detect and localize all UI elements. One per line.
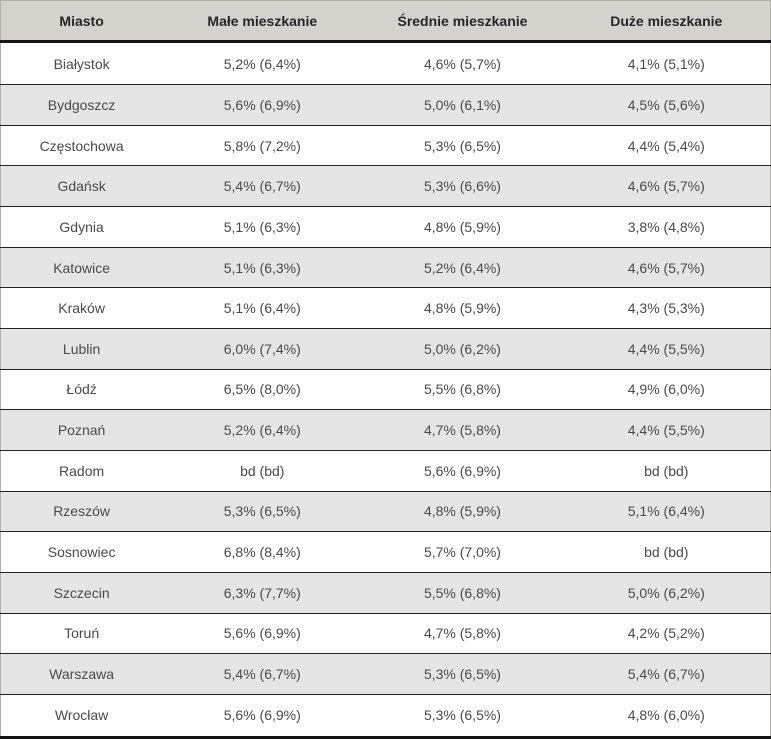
small-apartment-rate-cell: 6,3% (7,7%) [162,572,363,614]
table-row: Warszawa 5,4% (6,7%) 5,3% (6,5%) 5,4% (6,7%… [0,653,771,695]
medium-apartment-rate-cell: 5,5% (6,8%) [362,572,563,614]
small-apartment-rate-cell: 6,0% (7,4%) [162,328,363,370]
small-apartment-rate-cell: 5,1% (6,3%) [162,206,363,248]
small-apartment-rate-cell: 6,5% (8,0%) [162,369,363,411]
medium-apartment-rate-cell: 4,7% (5,8%) [362,613,563,655]
medium-apartment-rate-cell: 5,0% (6,2%) [362,328,563,370]
large-apartment-rate-cell: bd (bd) [562,450,771,492]
small-apartment-rate-cell: 5,2% (6,4%) [162,41,363,86]
small-apartment-rate-cell: 5,2% (6,4%) [162,409,363,451]
small-apartment-rate-cell: 6,8% (8,4%) [162,531,363,573]
medium-apartment-rate-cell: 5,2% (6,4%) [362,247,563,289]
city-cell: Bydgoszcz [0,84,163,126]
medium-apartment-rate-cell: 5,5% (6,8%) [362,369,563,411]
table-row: Poznań 5,2% (6,4%) 4,7% (5,8%) 4,4% (5,5%) [0,409,771,451]
large-apartment-rate-cell: 4,2% (5,2%) [562,613,771,655]
table-row: Wrocław 5,6% (6,9%) 5,3% (6,5%) 4,8% (6,0%) [0,694,771,738]
table-row: Rzeszów 5,3% (6,5%) 4,8% (5,9%) 5,1% (6,4%) [0,491,771,533]
medium-apartment-rate-cell: 4,8% (5,9%) [362,206,563,248]
city-cell: Szczecin [0,572,163,614]
column-header-medium-apartment: Średnie mieszkanie [362,0,563,43]
large-apartment-rate-cell: 4,1% (5,1%) [562,41,771,86]
small-apartment-rate-cell: 5,1% (6,3%) [162,247,363,289]
large-apartment-rate-cell: 5,4% (6,7%) [562,653,771,695]
large-apartment-rate-cell: 4,4% (5,5%) [562,409,771,451]
city-cell: Łódź [0,369,163,411]
small-apartment-rate-cell: 5,6% (6,9%) [162,694,363,738]
header-row: Miasto Małe mieszkanie Średnie mieszkani… [0,0,771,43]
table-row: Bydgoszcz 5,6% (6,9%) 5,0% (6,1%) 4,5% (5,6… [0,84,771,126]
city-cell: Gdynia [0,206,163,248]
table-row: Częstochowa 5,8% (7,2%) 5,3% (6,5%) 4,4% (5… [0,125,771,167]
city-cell: Białystok [0,41,163,86]
small-apartment-rate-cell: 5,3% (6,5%) [162,491,363,533]
medium-apartment-rate-cell: 5,6% (6,9%) [362,450,563,492]
city-cell: Rzeszów [0,491,163,533]
small-apartment-rate-cell: 5,4% (6,7%) [162,653,363,695]
city-cell: Poznań [0,409,163,451]
large-apartment-rate-cell: 4,4% (5,4%) [562,125,771,167]
medium-apartment-rate-cell: 5,0% (6,1%) [362,84,563,126]
city-cell: Gdańsk [0,165,163,208]
city-cell: Sosnowiec [0,531,163,573]
city-cell: Katowice [0,247,163,289]
table-row: Białystok 5,2% (6,4%) 4,6% (5,7%) 4,1% (5,1… [0,41,771,86]
city-cell: Toruń [0,613,163,655]
table-row: Kraków 5,1% (6,4%) 4,8% (5,9%) 4,3% (5,3%) [0,287,771,329]
column-header-large-apartment: Duże mieszkanie [562,0,771,43]
small-apartment-rate-cell: 5,4% (6,7%) [162,165,363,208]
large-apartment-rate-cell: 4,9% (6,0%) [562,369,771,411]
small-apartment-rate-cell: 5,6% (6,9%) [162,84,363,126]
table-row: Łódź 6,5% (8,0%) 5,5% (6,8%) 4,9% (6,0%) [0,369,771,411]
large-apartment-rate-cell: 5,1% (6,4%) [562,491,771,533]
medium-apartment-rate-cell: 5,3% (6,5%) [362,694,563,738]
table-header: Miasto Małe mieszkanie Średnie mieszkani… [0,0,771,43]
table-row: Toruń 5,6% (6,9%) 4,7% (5,8%) 4,2% (5,2%) [0,613,771,655]
table-row: Gdynia 5,1% (6,3%) 4,8% (5,9%) 3,8% (4,8%) [0,206,771,248]
city-cell: Wrocław [0,694,163,738]
table-row: Radom bd (bd) 5,6% (6,9%) bd (bd) [0,450,771,492]
medium-apartment-rate-cell: 4,8% (5,9%) [362,287,563,329]
small-apartment-rate-cell: 5,8% (7,2%) [162,125,363,167]
small-apartment-rate-cell: bd (bd) [162,450,363,492]
medium-apartment-rate-cell: 4,8% (5,9%) [362,491,563,533]
medium-apartment-rate-cell: 4,6% (5,7%) [362,41,563,86]
table-row: Lublin 6,0% (7,4%) 5,0% (6,2%) 4,4% (5,5%) [0,328,771,370]
medium-apartment-rate-cell: 5,3% (6,6%) [362,165,563,208]
large-apartment-rate-cell: 3,8% (4,8%) [562,206,771,248]
large-apartment-rate-cell: 4,5% (5,6%) [562,84,771,126]
large-apartment-rate-cell: 4,6% (5,7%) [562,247,771,289]
large-apartment-rate-cell: 4,8% (6,0%) [562,694,771,738]
table-body: Białystok 5,2% (6,4%) 4,6% (5,7%) 4,1% (5,1… [0,41,771,738]
medium-apartment-rate-cell: 4,7% (5,8%) [362,409,563,451]
large-apartment-rate-cell: 4,4% (5,5%) [562,328,771,370]
medium-apartment-rate-cell: 5,3% (6,5%) [362,125,563,167]
column-header-city: Miasto [0,0,163,43]
large-apartment-rate-cell: 4,6% (5,7%) [562,165,771,208]
table-row: Gdańsk 5,4% (6,7%) 5,3% (6,6%) 4,6% (5,7%) [0,165,771,208]
table-row: Szczecin 6,3% (7,7%) 5,5% (6,8%) 5,0% (6,2%… [0,572,771,614]
city-cell: Częstochowa [0,125,163,167]
small-apartment-rate-cell: 5,1% (6,4%) [162,287,363,329]
column-header-small-apartment: Małe mieszkanie [162,0,363,43]
city-cell: Warszawa [0,653,163,695]
city-cell: Kraków [0,287,163,329]
city-cell: Lublin [0,328,163,370]
large-apartment-rate-cell: 4,3% (5,3%) [562,287,771,329]
medium-apartment-rate-cell: 5,7% (7,0%) [362,531,563,573]
large-apartment-rate-cell: bd (bd) [562,531,771,573]
table-row: Katowice 5,1% (6,3%) 5,2% (6,4%) 4,6% (5,7%… [0,247,771,289]
large-apartment-rate-cell: 5,0% (6,2%) [562,572,771,614]
city-cell: Radom [0,450,163,492]
table-row: Sosnowiec 6,8% (8,4%) 5,7% (7,0%) bd (bd) [0,531,771,573]
small-apartment-rate-cell: 5,6% (6,9%) [162,613,363,655]
medium-apartment-rate-cell: 5,3% (6,5%) [362,653,563,695]
